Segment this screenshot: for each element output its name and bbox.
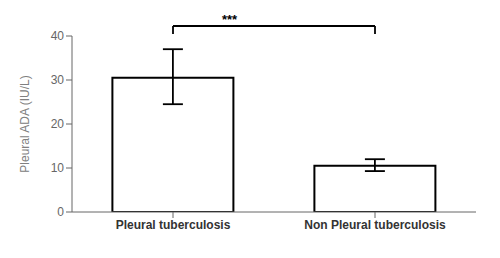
svg-text:***: *** — [222, 12, 238, 27]
svg-text:Pleural ADA (IU/L): Pleural ADA (IU/L) — [18, 75, 32, 172]
svg-text:Pleural tuberculosis: Pleural tuberculosis — [116, 218, 231, 232]
svg-text:20: 20 — [51, 117, 65, 131]
svg-text:Non Pleural tuberculosis: Non Pleural tuberculosis — [304, 218, 446, 232]
svg-text:10: 10 — [51, 161, 65, 175]
svg-text:30: 30 — [51, 73, 65, 87]
svg-text:0: 0 — [57, 205, 64, 219]
svg-text:40: 40 — [51, 29, 65, 43]
